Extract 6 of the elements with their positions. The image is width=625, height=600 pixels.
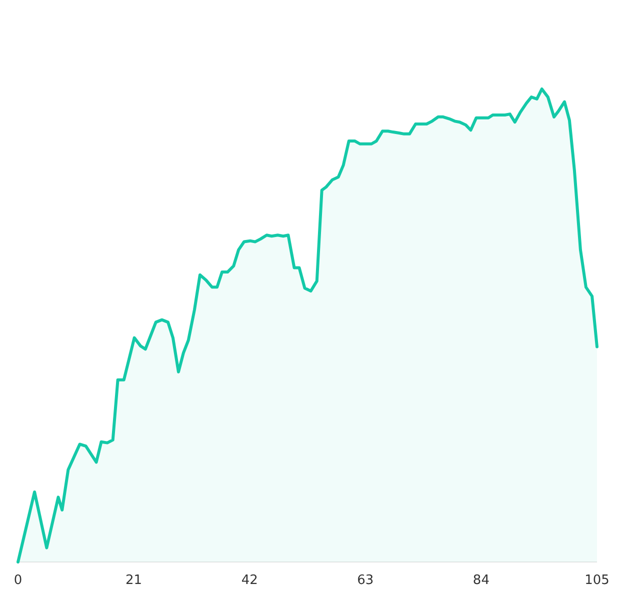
x-tick-label: 42: [241, 573, 258, 588]
x-tick-label: 63: [357, 573, 374, 588]
x-tick-label: 84: [472, 573, 490, 588]
x-tick-label: 105: [584, 573, 610, 588]
x-tick-label: 21: [126, 573, 142, 588]
x-tick-label: 0: [14, 573, 22, 588]
